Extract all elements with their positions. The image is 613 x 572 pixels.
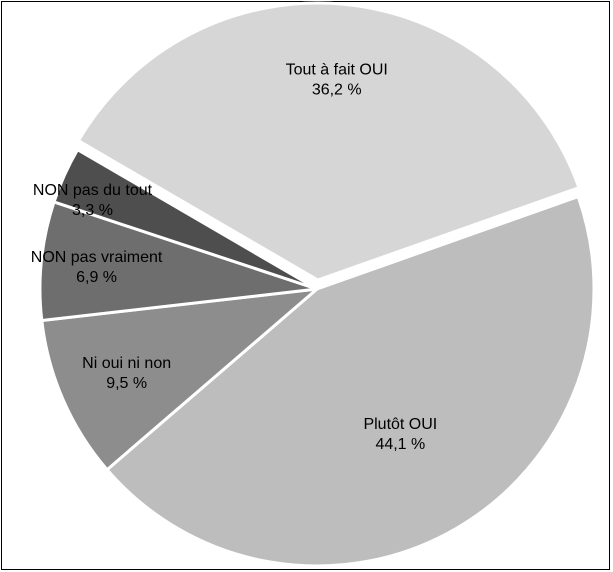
slice-label-tout-a-fait-oui: Tout à fait OUI bbox=[286, 62, 388, 79]
slice-label-non-pas-du-tout: NON pas du tout bbox=[33, 182, 153, 199]
slice-value-plutot-oui: 44,1 % bbox=[375, 436, 425, 453]
slice-label-plutot-oui: Plutôt OUI bbox=[363, 416, 437, 433]
slice-value-ni-oui-ni-non: 9,5 % bbox=[106, 375, 147, 392]
slice-value-tout-a-fait-oui: 36,2 % bbox=[312, 82, 362, 99]
pie-slice-non-pas-vraiment bbox=[38, 200, 319, 322]
pie-slice-ni-oui-ni-non bbox=[40, 287, 319, 472]
pie-slice-tout-a-fait-oui bbox=[76, 1, 581, 282]
pie-slices bbox=[38, 1, 596, 568]
slice-label-non-pas-vraiment: NON pas vraiment bbox=[31, 249, 163, 266]
pie-labels: Tout à fait OUI 36,2 % Plutôt OUI 44,1 % Ni … bbox=[31, 62, 437, 453]
slice-label-ni-oui-ni-non: Ni oui ni non bbox=[82, 355, 171, 372]
pie-slice-plutot-oui bbox=[105, 195, 596, 568]
pie-slice-non-pas-du-tout bbox=[52, 148, 319, 291]
slice-value-non-pas-vraiment: 6,9 % bbox=[76, 269, 117, 286]
slice-value-non-pas-du-tout: 3,3 % bbox=[72, 202, 113, 219]
